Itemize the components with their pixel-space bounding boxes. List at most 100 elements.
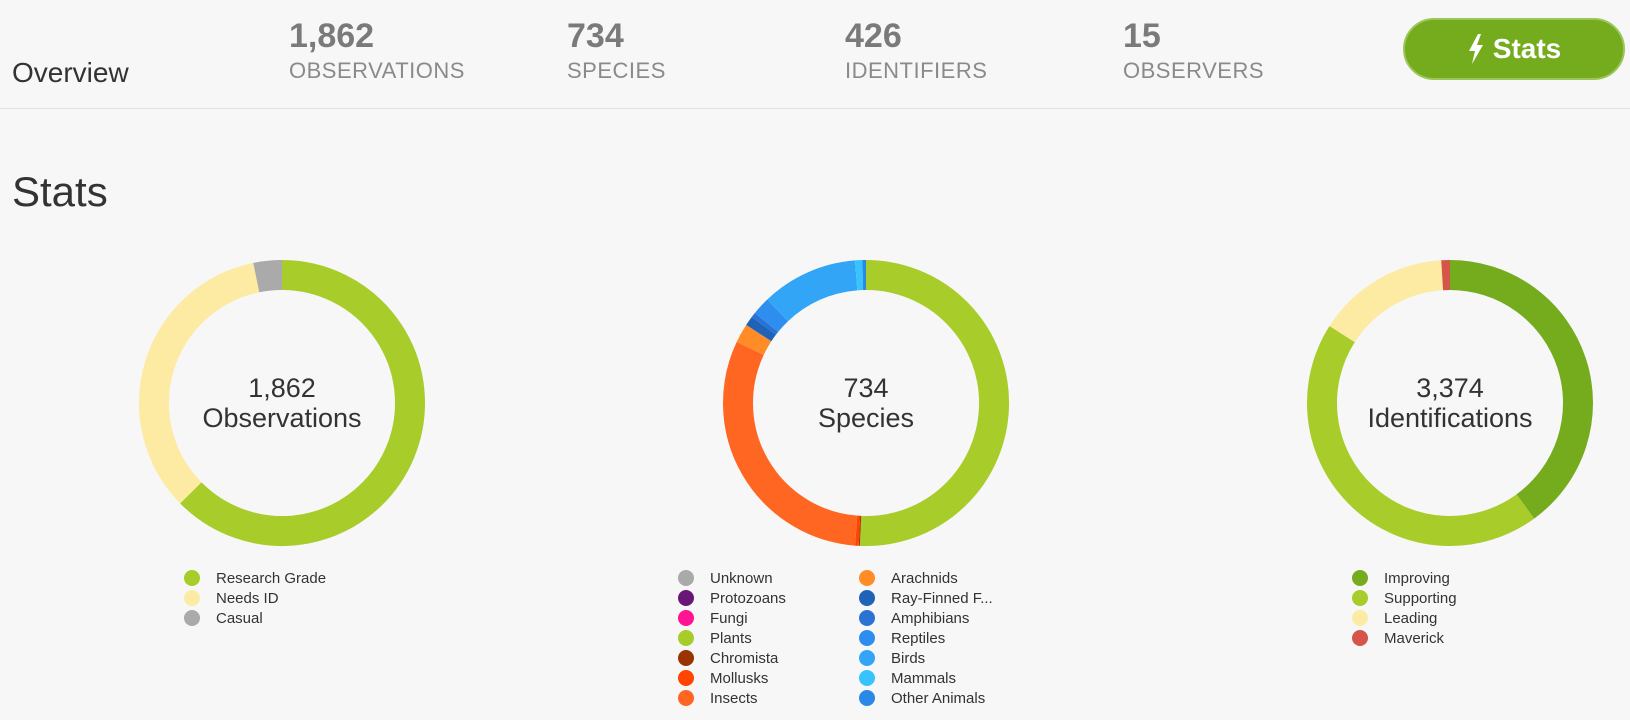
legend-swatch (859, 630, 875, 646)
donut-center-label: Observations (202, 403, 361, 433)
legend-label: Research Grade (216, 569, 327, 587)
legend-label: Mammals (891, 669, 957, 687)
stats-section-title: Stats (12, 168, 108, 215)
donut-slice-improving[interactable] (1449, 260, 1593, 519)
legend-label: Arachnids (891, 569, 958, 587)
legend-label: Birds (891, 649, 926, 667)
legend-item[interactable]: Casual (184, 608, 384, 628)
legend-item[interactable]: Leading (1352, 608, 1552, 628)
observations-count: 1,862 (289, 17, 375, 55)
legend-swatch (678, 630, 694, 646)
legend-label: Plants (710, 629, 752, 647)
donut-slice-reptiles[interactable] (754, 299, 789, 333)
legend-swatch (1352, 590, 1368, 606)
observations-stat[interactable]: 1,862 OBSERVATIONS (289, 14, 465, 84)
donut-slice-casual[interactable] (253, 259, 283, 293)
legend-column: Improving Supporting Leading Maverick (1352, 568, 1552, 648)
donut-slice-amphibians[interactable] (751, 313, 779, 335)
legend-swatch (678, 670, 694, 686)
legend-item[interactable]: Plants (678, 628, 859, 648)
donut-slice-insects[interactable] (723, 341, 858, 546)
legend-column: Research Grade Needs ID Casual (184, 568, 384, 628)
legend-label: Insects (710, 689, 758, 707)
legend-item[interactable]: Reptiles (859, 628, 1040, 648)
legend-item[interactable]: Arachnids (859, 568, 1040, 588)
species-label: SPECIES (567, 58, 666, 83)
legend-label: Maverick (1384, 629, 1445, 647)
donut-center-value: 734 (843, 373, 888, 403)
legend-swatch (678, 570, 694, 586)
donut-slice-leading[interactable] (1329, 260, 1444, 343)
donut-slice-arachnids[interactable] (736, 324, 772, 355)
legend-swatch (678, 690, 694, 706)
observers-stat[interactable]: 15 OBSERVERS (1123, 14, 1264, 84)
legend-swatch (1352, 630, 1368, 646)
observers-count: 15 (1123, 17, 1161, 55)
donut-center-label: Identifications (1367, 403, 1532, 433)
legend-swatch (678, 650, 694, 666)
chart-legend: Improving Supporting Leading Maverick (1352, 568, 1552, 648)
legend-item[interactable]: Amphibians (859, 608, 1040, 628)
donut-slice-needs-id[interactable] (139, 262, 260, 504)
legend-item[interactable]: Insects (678, 688, 859, 708)
legend-swatch (1352, 610, 1368, 626)
legend-item[interactable]: Other Animals (859, 688, 1040, 708)
lightning-bolt-icon (1468, 34, 1483, 64)
legend-label: Reptiles (891, 629, 946, 647)
legend-item[interactable]: Improving (1352, 568, 1552, 588)
legend-swatch (678, 610, 694, 626)
legend-label: Unknown (710, 569, 773, 587)
donut-slice-supporting[interactable] (1307, 325, 1535, 546)
legend-label: Casual (216, 609, 263, 627)
donut-slice-plants[interactable] (859, 260, 1010, 546)
donut-slice-birds[interactable] (767, 260, 858, 322)
donut-slice-ray-finned-f[interactable] (746, 316, 776, 342)
legend-item[interactable]: Birds (859, 648, 1040, 668)
legend-item[interactable]: Unknown (678, 568, 859, 588)
legend-item[interactable]: Ray-Finned F... (859, 588, 1040, 608)
donut-center-value: 1,862 (248, 373, 316, 403)
legend-column: Arachnids Ray-Finned F... Amphibians Reptil… (859, 568, 1040, 708)
legend-item[interactable]: Mammals (859, 668, 1040, 688)
legend-label: Protozoans (710, 589, 786, 607)
legend-label: Ray-Finned F... (891, 589, 993, 607)
legend-item[interactable]: Maverick (1352, 628, 1552, 648)
legend-swatch (859, 670, 875, 686)
legend-label: Fungi (710, 609, 748, 627)
legend-label: Mollusks (710, 669, 769, 687)
legend-swatch (859, 570, 875, 586)
legend-swatch (184, 590, 200, 606)
legend-swatch (859, 590, 875, 606)
identifiers-stat[interactable]: 426 IDENTIFIERS (845, 14, 987, 84)
legend-item[interactable]: Fungi (678, 608, 859, 628)
stats-button-label: Stats (1492, 33, 1562, 64)
donut-slice-research-grade[interactable] (180, 260, 425, 546)
legend-swatch (859, 650, 875, 666)
legend-item[interactable]: Research Grade (184, 568, 384, 588)
legend-item[interactable]: Chromista (678, 648, 859, 668)
legend-label: Supporting (1384, 589, 1457, 607)
legend-item[interactable]: Supporting (1352, 588, 1552, 608)
legend-label: Chromista (710, 649, 779, 667)
species-count: 734 (567, 17, 624, 55)
legend-swatch (184, 610, 200, 626)
species-stat[interactable]: 734 SPECIES (567, 14, 666, 84)
legend-swatch (859, 690, 875, 706)
legend-item[interactable]: Protozoans (678, 588, 859, 608)
legend-label: Needs ID (216, 589, 279, 607)
donut-center-value: 3,374 (1416, 373, 1484, 403)
legend-label: Amphibians (891, 609, 970, 627)
legend-column: Unknown Protozoans Fungi Plants Chromista Mol… (678, 568, 859, 708)
stats-header-bar: Overview 1,862 OBSERVATIONS 734 SPECIES … (0, 0, 1630, 109)
chart-legend: Unknown Protozoans Fungi Plants Chromista Mol… (678, 568, 1040, 708)
observations-label: OBSERVATIONS (289, 58, 465, 83)
donut-center-label: Species (818, 403, 914, 433)
stats-button[interactable]: Stats (1403, 18, 1625, 80)
legend-item[interactable]: Needs ID (184, 588, 384, 608)
legend-item[interactable]: Mollusks (678, 668, 859, 688)
legend-swatch (184, 570, 200, 586)
legend-label: Improving (1384, 569, 1450, 587)
legend-swatch (859, 610, 875, 626)
identifiers-count: 426 (845, 17, 902, 55)
